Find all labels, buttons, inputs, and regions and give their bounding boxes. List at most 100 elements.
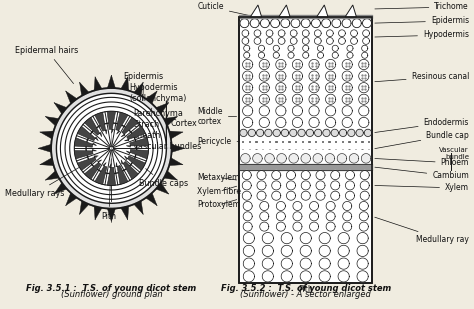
Polygon shape <box>250 19 259 28</box>
Polygon shape <box>84 160 102 179</box>
Polygon shape <box>357 271 368 282</box>
Polygon shape <box>134 82 143 96</box>
Text: Fig. 3.5.1 :  T.S. of young dicot stem: Fig. 3.5.1 : T.S. of young dicot stem <box>26 284 197 293</box>
Text: Cambium: Cambium <box>375 167 469 180</box>
Polygon shape <box>121 206 129 220</box>
Text: Bundle caps: Bundle caps <box>139 169 189 188</box>
Polygon shape <box>360 181 369 190</box>
Polygon shape <box>342 19 351 28</box>
Polygon shape <box>278 30 285 36</box>
Polygon shape <box>276 201 285 210</box>
Polygon shape <box>244 45 250 51</box>
Polygon shape <box>273 45 279 51</box>
Polygon shape <box>300 258 311 269</box>
Text: Cortex: Cortex <box>170 119 197 128</box>
Polygon shape <box>243 117 253 128</box>
Polygon shape <box>302 38 309 44</box>
Polygon shape <box>349 154 359 163</box>
Polygon shape <box>342 117 352 128</box>
Polygon shape <box>164 116 177 126</box>
Polygon shape <box>316 191 325 200</box>
Polygon shape <box>360 191 369 200</box>
Polygon shape <box>319 271 330 282</box>
Polygon shape <box>326 117 336 128</box>
Polygon shape <box>276 94 286 104</box>
Polygon shape <box>359 83 369 93</box>
Polygon shape <box>301 154 310 163</box>
Polygon shape <box>362 45 368 51</box>
Polygon shape <box>331 171 340 180</box>
Text: Resinous canal: Resinous canal <box>375 72 469 82</box>
Polygon shape <box>240 19 249 28</box>
Polygon shape <box>338 30 346 36</box>
Text: Cuticle: Cuticle <box>197 2 249 15</box>
Polygon shape <box>326 71 336 81</box>
Polygon shape <box>243 106 253 116</box>
Polygon shape <box>242 171 251 180</box>
Polygon shape <box>310 212 319 221</box>
Polygon shape <box>116 163 128 184</box>
Polygon shape <box>309 71 319 81</box>
Polygon shape <box>327 30 333 36</box>
Polygon shape <box>121 160 138 179</box>
Polygon shape <box>293 212 302 221</box>
Polygon shape <box>266 38 273 44</box>
Polygon shape <box>51 88 172 209</box>
Polygon shape <box>288 45 294 51</box>
Polygon shape <box>77 156 98 170</box>
Polygon shape <box>243 271 255 282</box>
Polygon shape <box>327 38 333 44</box>
Text: Hypodermis: Hypodermis <box>375 31 469 40</box>
Polygon shape <box>303 45 309 51</box>
Polygon shape <box>273 129 280 137</box>
Polygon shape <box>338 232 349 244</box>
Polygon shape <box>319 258 330 269</box>
Polygon shape <box>276 222 285 231</box>
Bar <box>239 17 372 283</box>
Polygon shape <box>156 183 169 194</box>
Polygon shape <box>54 103 67 114</box>
Polygon shape <box>169 158 183 166</box>
Polygon shape <box>309 83 319 93</box>
Polygon shape <box>292 106 302 116</box>
Text: Phloem: Phloem <box>375 159 469 167</box>
Polygon shape <box>146 91 157 104</box>
Polygon shape <box>293 222 302 231</box>
Polygon shape <box>244 52 250 58</box>
Polygon shape <box>300 271 311 282</box>
Polygon shape <box>46 116 59 126</box>
Polygon shape <box>256 129 264 137</box>
Polygon shape <box>359 117 369 128</box>
Polygon shape <box>301 181 310 190</box>
Polygon shape <box>359 106 369 116</box>
Polygon shape <box>292 94 302 104</box>
Polygon shape <box>292 59 302 70</box>
Polygon shape <box>325 154 335 163</box>
Polygon shape <box>242 191 251 200</box>
Polygon shape <box>314 38 321 44</box>
Text: Fig. 3.5.2 :  T.S. of young dicot stem: Fig. 3.5.2 : T.S. of young dicot stem <box>220 284 391 293</box>
Polygon shape <box>242 38 249 44</box>
Polygon shape <box>301 191 310 200</box>
Polygon shape <box>243 59 253 70</box>
Polygon shape <box>107 163 116 185</box>
Polygon shape <box>258 45 264 51</box>
Polygon shape <box>346 171 355 180</box>
Polygon shape <box>361 154 371 163</box>
Polygon shape <box>262 258 273 269</box>
Polygon shape <box>290 30 297 36</box>
Polygon shape <box>303 52 309 58</box>
Text: Xylem: Xylem <box>375 184 469 193</box>
Text: (Sunflower) ground plan: (Sunflower) ground plan <box>61 290 162 299</box>
Polygon shape <box>254 30 261 36</box>
Polygon shape <box>291 19 300 28</box>
Text: Hypodermis
(collenchyma): Hypodermis (collenchyma) <box>129 83 187 112</box>
Polygon shape <box>276 83 286 93</box>
Polygon shape <box>286 181 295 190</box>
Polygon shape <box>51 88 172 209</box>
Polygon shape <box>359 222 368 231</box>
Polygon shape <box>363 30 369 36</box>
Polygon shape <box>243 222 252 231</box>
Polygon shape <box>359 94 369 104</box>
Polygon shape <box>332 52 338 58</box>
